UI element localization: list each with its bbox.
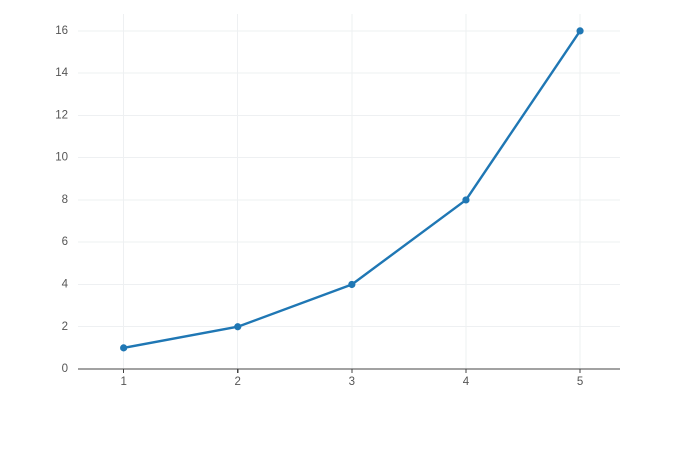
x-tick-label: 5	[577, 376, 583, 388]
y-tick-label: 0	[62, 363, 68, 375]
data-point-marker	[348, 280, 356, 289]
series-markers	[120, 27, 584, 352]
x-tick-label: 4	[463, 376, 470, 388]
data-point-marker	[462, 196, 470, 204]
data-series-group	[120, 27, 584, 352]
y-tick-label: 4	[62, 279, 69, 291]
data-point-marker	[234, 323, 242, 331]
x-tick-label: 2	[235, 376, 241, 388]
y-tick-label: 10	[55, 152, 68, 164]
y-tick-label: 6	[62, 236, 68, 248]
data-point-marker	[576, 27, 584, 35]
data-point-marker	[120, 344, 128, 352]
x-tick-marks	[123, 369, 581, 373]
y-tick-labels: 0 2 4 6 8 10 12 14 16	[55, 25, 68, 375]
y-tick-label: 2	[62, 321, 68, 333]
y-tick-label: 16	[55, 25, 68, 37]
x-tick-label: 3	[349, 376, 355, 388]
y-tick-label: 12	[55, 109, 68, 121]
x-tick-labels: 1 2 3 4 5	[120, 376, 583, 388]
y-tick-label: 14	[55, 67, 68, 79]
y-tick-label: 8	[62, 194, 68, 206]
x-tick-label: 1	[120, 376, 126, 388]
x-gridlines	[123, 14, 581, 369]
